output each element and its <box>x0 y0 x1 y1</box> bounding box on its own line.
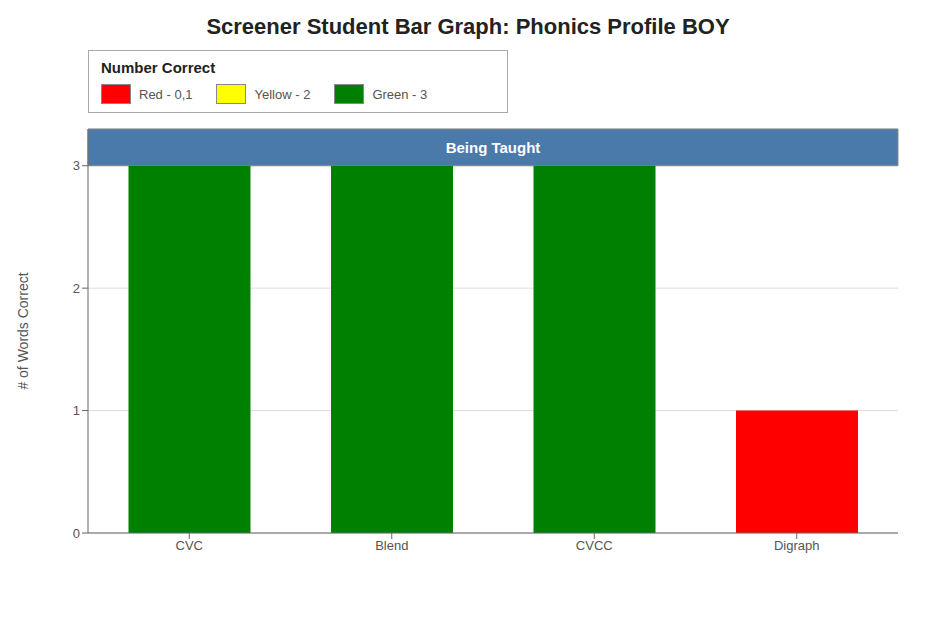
html-text:Green - 3: Green - 3 <box>372 86 428 102</box>
svg-text:CVCC: CVCC <box>576 538 613 553</box>
svg-text:1: 1 <box>73 403 80 418</box>
svg-text:Being Taught: Being Taught <box>446 139 541 156</box>
svg-text:Digraph: Digraph <box>774 538 820 553</box>
html-text:Number Correct: Number Correct <box>101 59 216 76</box>
html-text:Yellow - 2: Yellow - 2 <box>254 86 311 102</box>
html-text:Red - 0,1: Red - 0,1 <box>139 86 193 102</box>
svg-text:0: 0 <box>73 526 80 541</box>
svg-text:3: 3 <box>73 158 80 173</box>
html-text:Screener Student Bar Graph: Ph: Screener Student Bar Graph: Phonics Prof… <box>206 14 730 39</box>
svg-text:CVC: CVC <box>176 538 203 553</box>
svg-text:Blend: Blend <box>375 538 408 553</box>
svg-text:2: 2 <box>73 281 80 296</box>
svg-text:# of Words Correct: # of Words Correct <box>15 272 31 389</box>
